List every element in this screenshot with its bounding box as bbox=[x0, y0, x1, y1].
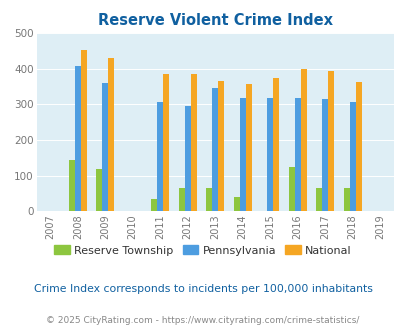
Bar bbox=[294, 98, 300, 211]
Bar bbox=[206, 188, 212, 211]
Bar bbox=[184, 106, 190, 211]
Bar bbox=[245, 83, 251, 211]
Bar bbox=[212, 88, 217, 211]
Bar bbox=[315, 188, 321, 211]
Bar bbox=[81, 50, 87, 211]
Bar bbox=[266, 98, 273, 211]
Bar bbox=[343, 188, 349, 211]
Bar bbox=[190, 74, 196, 211]
Bar bbox=[321, 99, 327, 211]
Bar bbox=[239, 98, 245, 211]
Legend: Reserve Township, Pennsylvania, National: Reserve Township, Pennsylvania, National bbox=[50, 241, 355, 260]
Bar bbox=[75, 66, 81, 211]
Bar bbox=[327, 72, 333, 211]
Bar bbox=[151, 199, 157, 211]
Bar bbox=[355, 82, 361, 211]
Bar bbox=[349, 103, 355, 211]
Bar bbox=[288, 167, 294, 211]
Bar bbox=[300, 69, 306, 211]
Bar bbox=[96, 169, 102, 211]
Bar bbox=[68, 159, 75, 211]
Bar bbox=[178, 188, 184, 211]
Title: Reserve Violent Crime Index: Reserve Violent Crime Index bbox=[98, 13, 332, 28]
Text: © 2025 CityRating.com - https://www.cityrating.com/crime-statistics/: © 2025 CityRating.com - https://www.city… bbox=[46, 316, 359, 325]
Bar bbox=[163, 74, 169, 211]
Text: Crime Index corresponds to incidents per 100,000 inhabitants: Crime Index corresponds to incidents per… bbox=[34, 284, 371, 294]
Bar bbox=[273, 78, 279, 211]
Bar bbox=[217, 81, 224, 211]
Bar bbox=[102, 83, 108, 211]
Bar bbox=[108, 58, 114, 211]
Bar bbox=[233, 197, 239, 211]
Bar bbox=[157, 103, 163, 211]
